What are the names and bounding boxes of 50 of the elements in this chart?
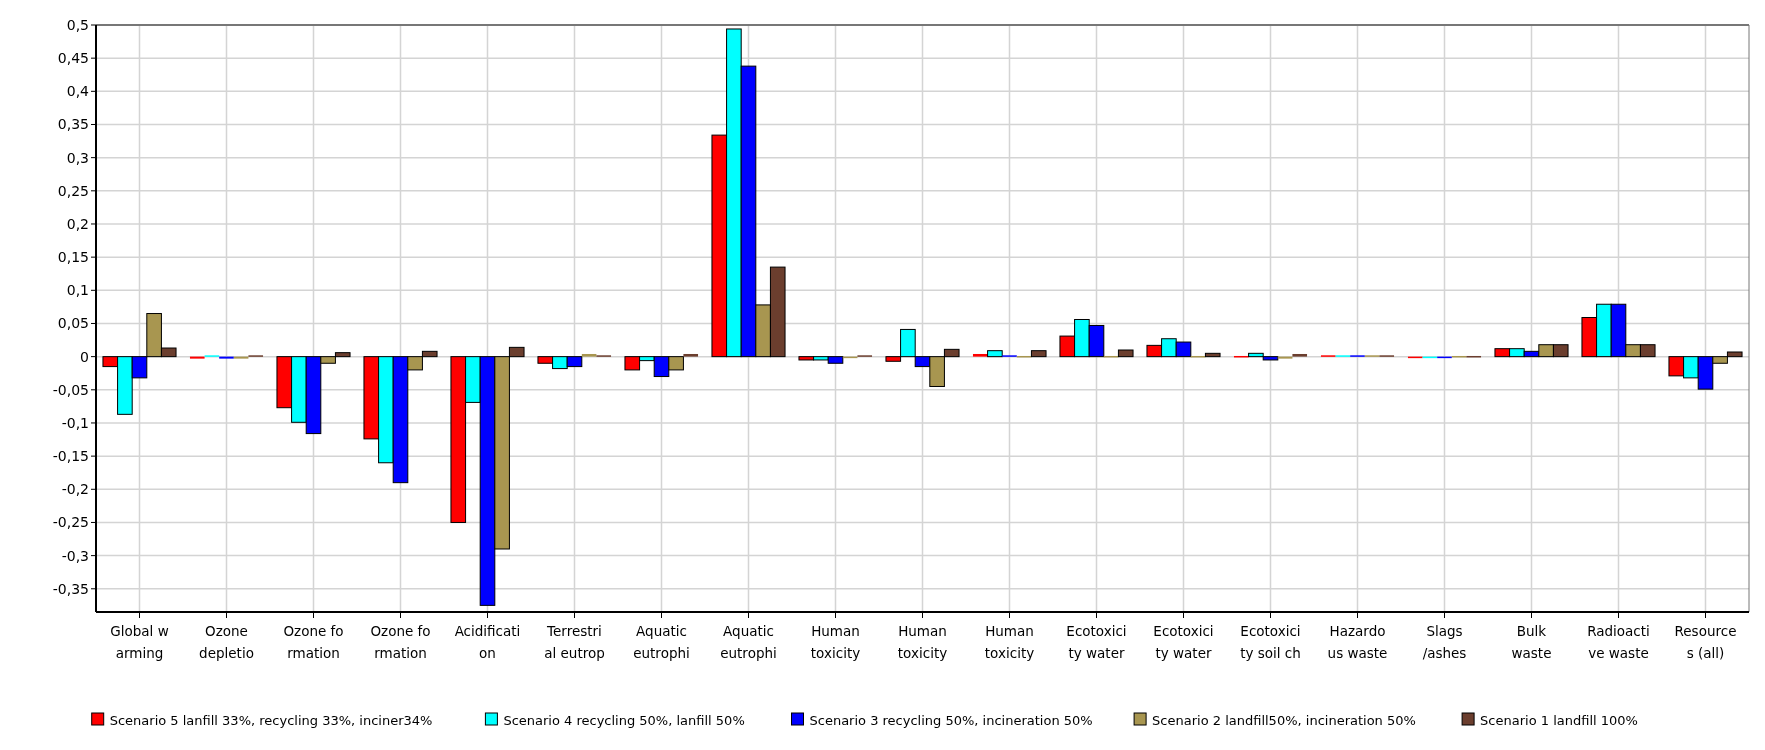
x-tick-label: Human toxicity	[897, 623, 948, 661]
x-tick-label: Ecotoxici ty soil ch	[1240, 623, 1301, 661]
y-tick-label: 0,25	[57, 182, 89, 199]
bar	[1292, 353, 1308, 357]
bar	[1030, 350, 1047, 358]
bar	[1117, 349, 1134, 358]
x-tick-label: Ecotoxici ty water	[1066, 623, 1127, 661]
bar	[581, 353, 597, 357]
y-tick-label: 0,4	[66, 83, 90, 100]
x-tick-label: Ozone depletio	[199, 623, 254, 661]
x-tick-label: Slags /ashes	[1422, 623, 1467, 661]
x-tick-label: Human toxicity	[984, 623, 1035, 661]
y-tick-label: -0,35	[52, 580, 89, 597]
y-tick-label: 0,2	[66, 215, 89, 232]
y-tick-label: -0,05	[52, 381, 89, 398]
y-tick-label: 0,3	[66, 149, 89, 166]
legend-label: Scenario 1 landfill 100%	[1480, 712, 1638, 728]
x-tick-label: Hazardo us waste	[1327, 623, 1388, 661]
x-tick-label: Ozone fo rmation	[283, 623, 344, 661]
x-tick-label: Ozone fo rmation	[370, 623, 431, 661]
x-tick-label: Resource s (all)	[1674, 623, 1737, 661]
x-tick-label: Global w arming	[110, 623, 169, 661]
y-tick-label: -0,3	[61, 547, 89, 564]
y-tick-label: 0,45	[57, 50, 89, 67]
legend-label: Scenario 5 lanfill 33%, recycling 33%, inciner34%	[109, 712, 433, 728]
y-tick-label: 0,15	[57, 249, 89, 266]
legend-label: Scenario 2 landfill50%, incineration 50%	[1152, 712, 1416, 728]
legend-label: Scenario 3 recycling 50%, incineration 50%	[809, 712, 1093, 728]
x-tick-label: Radioacti ve waste	[1587, 623, 1650, 661]
x-tick-label: Human toxicity	[810, 623, 861, 661]
bar	[1204, 352, 1221, 358]
y-tick-label: -0,1	[61, 414, 89, 431]
y-tick-label: 0,35	[57, 116, 89, 133]
x-tick-label: Bulk waste	[1511, 623, 1552, 661]
y-tick-label: 0,5	[66, 16, 89, 33]
y-tick-label: -0,2	[61, 481, 89, 498]
bar	[987, 350, 1003, 358]
y-tick-label: 0,1	[66, 282, 89, 299]
x-tick-label: Aquatic eutrophi	[720, 623, 777, 661]
y-tick-label: 0	[80, 348, 89, 365]
y-tick-label: 0,05	[57, 315, 89, 332]
x-tick-label: Ecotoxici ty water	[1153, 623, 1214, 661]
bar	[683, 353, 699, 357]
legend-label: Scenario 4 recycling 50%, lanfill 50%	[503, 712, 745, 728]
x-tick-label: Terrestri al eutrop	[544, 623, 605, 661]
y-tick-label: -0,25	[52, 514, 89, 531]
y-tick-label: -0,15	[52, 448, 89, 465]
bar	[972, 353, 988, 357]
x-tick-label: Acidificati on	[454, 623, 521, 661]
x-tick-label: Aquatic eutrophi	[633, 623, 690, 661]
